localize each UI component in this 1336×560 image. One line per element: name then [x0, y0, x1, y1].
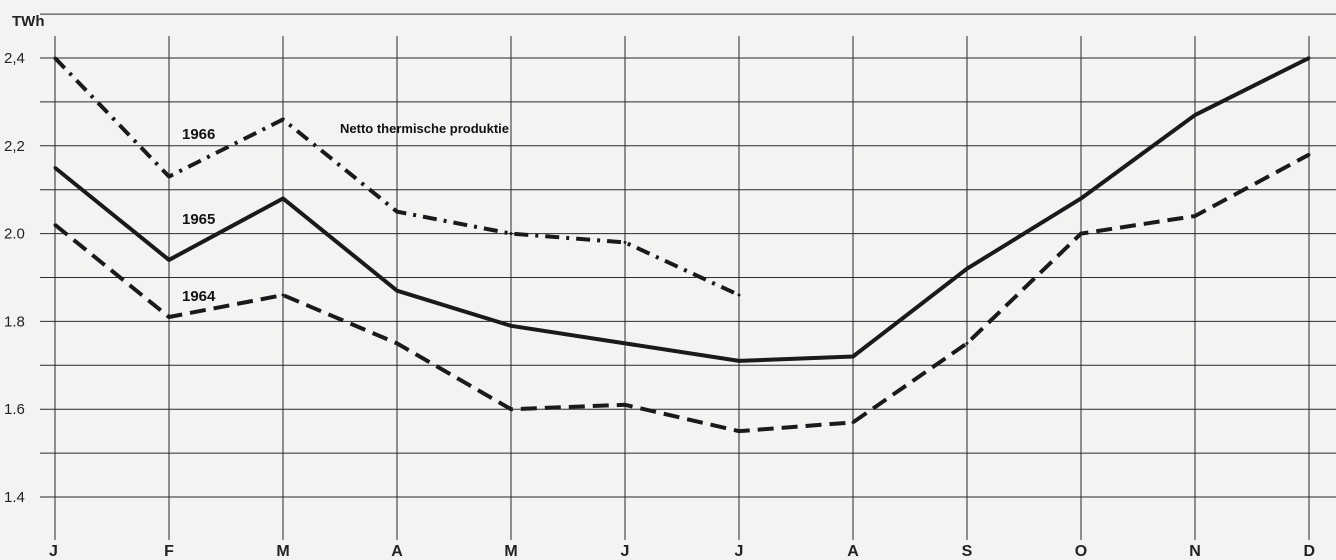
x-tick-label: J: [621, 543, 630, 560]
data-point-1965: [1307, 56, 1311, 60]
data-point-1965: [965, 267, 969, 271]
y-tick-label: 2.0: [4, 226, 25, 243]
x-tick-label: J: [735, 543, 744, 560]
data-point-1965: [851, 355, 855, 359]
y-tick-label: 1.8: [4, 313, 25, 330]
grid: [40, 13, 1336, 540]
data-point-1964: [53, 223, 57, 227]
x-tick-label: A: [847, 543, 859, 560]
series-lines: [53, 56, 1311, 434]
data-point-1965: [737, 359, 741, 363]
x-tick-label: O: [1075, 543, 1087, 560]
data-point-1966: [395, 210, 399, 214]
data-point-1965: [53, 166, 57, 170]
data-point-1965: [509, 324, 513, 328]
data-point-1964: [1307, 153, 1311, 157]
y-tick-label: 1.4: [4, 489, 25, 506]
x-tick-label: J: [49, 543, 58, 560]
data-point-1964: [281, 293, 285, 297]
x-tick-label: M: [276, 543, 289, 560]
data-point-1965: [281, 196, 285, 200]
data-point-1964: [1079, 232, 1083, 236]
series-line-1965: [53, 56, 1310, 363]
data-point-1966: [167, 175, 171, 179]
y-tick-label: 2,2: [4, 138, 25, 155]
series-label-1966: 1966: [182, 126, 215, 143]
data-point-1964: [737, 429, 741, 433]
series-labels: 1966 1965 1964: [182, 126, 216, 305]
data-point-1964: [623, 403, 627, 407]
data-point-1965: [1079, 196, 1083, 200]
data-point-1964: [509, 407, 513, 411]
x-tick-label: M: [504, 543, 517, 560]
series-label-1964: 1964: [182, 288, 216, 305]
data-point-1965: [1193, 113, 1197, 117]
data-point-1964: [167, 315, 171, 319]
data-point-1965: [623, 341, 627, 345]
data-point-1966: [623, 240, 627, 244]
x-tick-label: N: [1189, 543, 1201, 560]
y-tick-label: 2,4: [4, 50, 25, 67]
data-point-1964: [965, 341, 969, 345]
x-tick-label: A: [391, 543, 403, 560]
data-point-1964: [1193, 214, 1197, 218]
data-point-1966: [737, 293, 741, 297]
series-label-1965: 1965: [182, 211, 215, 228]
x-tick-label: F: [164, 543, 174, 560]
data-point-1966: [509, 232, 513, 236]
data-point-1964: [395, 341, 399, 345]
data-point-1966: [281, 117, 285, 121]
data-point-1966: [53, 56, 57, 60]
y-tick-label: 1.6: [4, 401, 25, 418]
x-tick-label: D: [1303, 543, 1315, 560]
y-axis-unit: TWh: [12, 13, 44, 30]
data-point-1964: [851, 420, 855, 424]
y-axis-ticks: 1.4 1.6 1.8 2.0 2,2 2,4: [4, 50, 25, 506]
data-point-1965: [395, 289, 399, 293]
x-tick-label: S: [962, 543, 973, 560]
data-point-1965: [167, 258, 171, 262]
series-line-1964: [53, 152, 1310, 434]
chart-annotation: Netto thermische produktie: [340, 121, 509, 136]
